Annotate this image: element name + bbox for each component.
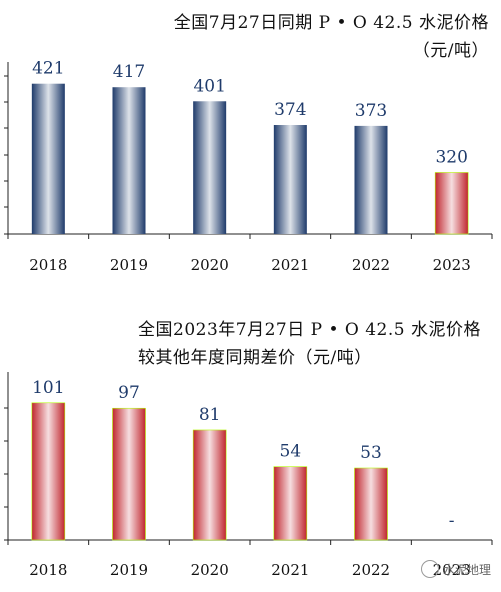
watermark: 水泥地理 — [420, 560, 491, 578]
data-label-2022: 373 — [355, 101, 387, 121]
watermark-text: 水泥地理 — [442, 562, 491, 577]
data-label-2022: 53 — [360, 443, 382, 463]
x-tick-label-2021: 2021 — [271, 561, 309, 579]
x-tick-label-2023: 2023 — [433, 256, 471, 274]
x-tick-label-2018: 2018 — [29, 561, 67, 579]
data-label-2023: - — [449, 511, 455, 531]
data-label-2023: 320 — [435, 147, 467, 167]
bar-chart-svg: 421 2018 417 2019 401 2020 374 2021 373 2022 320 20… — [4, 59, 493, 274]
bar-2018 — [31, 83, 65, 234]
bar-2022 — [354, 467, 388, 541]
chart-title-line-1: 全国7月27日同期 P • O 42.5 水泥价格 — [173, 13, 489, 33]
x-tick-label-2020: 2020 — [191, 561, 229, 579]
x-tick-label-2021: 2021 — [271, 256, 309, 274]
data-label-2018: 101 — [32, 378, 64, 398]
data-label-2019: 97 — [118, 383, 140, 403]
bar-2021 — [273, 125, 307, 234]
bar-chart-svg: 101 2018 97 2019 81 2020 54 2021 53 2022 - 2023 — [4, 372, 493, 579]
chart-title-line-2: （元/吨） — [412, 41, 489, 61]
data-label-2021: 374 — [274, 100, 306, 120]
bar-2021 — [273, 466, 308, 541]
bar-2019 — [112, 407, 146, 541]
data-label-2020: 81 — [199, 405, 221, 425]
wechat-icon — [420, 560, 439, 578]
bar-2022 — [354, 125, 388, 234]
bar-2018 — [31, 402, 66, 541]
x-tick-label-2023: 2023 — [433, 561, 471, 579]
chart-title-line-1: 全国2023年7月27日 P • O 42.5 水泥价格 — [138, 320, 481, 340]
x-tick-label-2018: 2018 — [29, 256, 67, 274]
data-label-2020: 401 — [193, 76, 225, 96]
data-label-2018: 421 — [32, 59, 64, 79]
chart-price-difference: 全国2023年7月27日 P • O 42.5 水泥价格 较其他年度同期差价（元… — [0, 305, 501, 592]
x-tick-label-2020: 2020 — [191, 256, 229, 274]
bar-2023 — [434, 172, 469, 235]
bar-2019 — [112, 87, 146, 234]
x-tick-label-2019: 2019 — [110, 256, 148, 274]
chart-national-price: 全国7月27日同期 P • O 42.5 水泥价格 （元/吨） 421 2018 4… — [0, 0, 501, 290]
data-label-2021: 54 — [280, 442, 302, 462]
x-tick-label-2019: 2019 — [110, 561, 148, 579]
x-tick-label-2022: 2022 — [352, 256, 390, 274]
bar-2020 — [193, 101, 227, 234]
data-label-2019: 417 — [113, 62, 145, 82]
x-tick-label-2022: 2022 — [352, 561, 390, 579]
chart-title-line-2: 较其他年度同期差价（元/吨） — [138, 348, 372, 368]
bar-2020 — [192, 429, 227, 541]
